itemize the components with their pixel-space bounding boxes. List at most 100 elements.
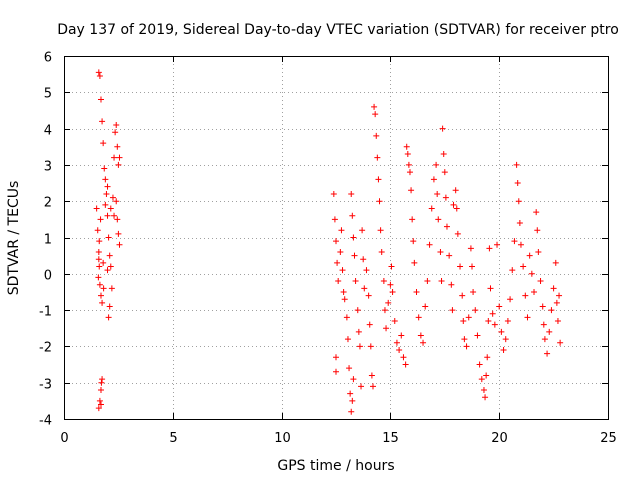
data-point [517,241,524,248]
data-point [100,140,107,147]
data-point [449,307,456,314]
data-point [448,281,455,288]
data-point [391,317,398,324]
data-point [420,339,427,346]
x-tick-label: 10 [274,431,291,446]
data-point [524,314,531,321]
data-point [96,397,103,404]
data-point [516,219,523,226]
data-point [97,401,104,408]
data-point [415,314,422,321]
data-point [111,212,118,219]
data-point [104,183,111,190]
data-point [463,343,470,350]
data-point [428,205,435,212]
data-point [338,227,345,234]
data-point [491,321,498,328]
data-point [344,336,351,343]
data-point [116,241,123,248]
data-point [343,314,350,321]
data-point [440,151,447,158]
data-point [347,390,354,397]
data-point [511,238,518,245]
data-point [112,129,119,136]
data-point [341,296,348,303]
data-point [498,328,505,335]
data-point [96,238,103,245]
data-point [106,303,113,310]
data-point [346,365,353,372]
data-point [100,285,107,292]
data-point [333,368,339,375]
data-point [476,361,483,368]
data-point [515,198,522,205]
data-point [411,259,418,266]
data-point [548,307,555,314]
data-point [398,332,405,339]
data-points [93,69,564,415]
data-point [356,343,363,350]
data-point [483,372,490,379]
data-point [97,96,104,103]
data-point [349,397,356,404]
data-point [482,394,489,401]
data-point [470,288,477,295]
data-point [354,307,361,314]
data-point [95,249,102,256]
data-point [400,354,407,361]
data-point [355,328,362,335]
data-point [97,216,104,223]
data-point [496,303,503,310]
data-point [474,332,481,339]
data-point [405,161,412,168]
data-point [472,307,479,314]
data-point [534,227,541,234]
data-point [108,285,115,292]
data-point [374,154,381,161]
data-point [494,241,501,248]
data-point [348,190,355,197]
data-point [557,339,564,346]
data-point [373,132,380,139]
data-point [533,209,540,216]
data-point [467,245,474,252]
x-tick-label: 25 [600,431,617,446]
data-point [556,292,563,299]
data-point [513,161,520,168]
x-axis-label: GPS time / hours [277,458,394,474]
data-point [502,336,509,343]
data-point [351,252,358,259]
y-tick-label: -2 [39,341,52,356]
data-point [381,307,388,314]
data-point [507,296,514,303]
data-point [101,165,108,172]
y-tick-label: 0 [44,269,52,284]
data-point [331,216,338,223]
data-point [375,176,382,183]
data-point [459,292,466,299]
data-point [520,263,527,270]
data-point [96,263,103,270]
data-point [106,252,113,259]
data-point [396,347,403,354]
data-point [450,201,457,208]
data-point [97,386,104,393]
data-point [480,386,487,393]
data-point [96,281,103,288]
data-point [333,354,339,361]
data-point [402,361,409,368]
data-point [102,176,109,183]
data-point [368,372,375,379]
data-point [433,161,440,168]
data-point [360,256,367,263]
data-point [104,212,111,219]
data-point [371,103,378,110]
data-point [98,379,105,386]
data-point [550,285,557,292]
x-tick-label: 20 [491,431,508,446]
data-point [438,278,445,285]
data-point [409,216,416,223]
data-point [361,285,368,292]
data-point [363,267,370,274]
